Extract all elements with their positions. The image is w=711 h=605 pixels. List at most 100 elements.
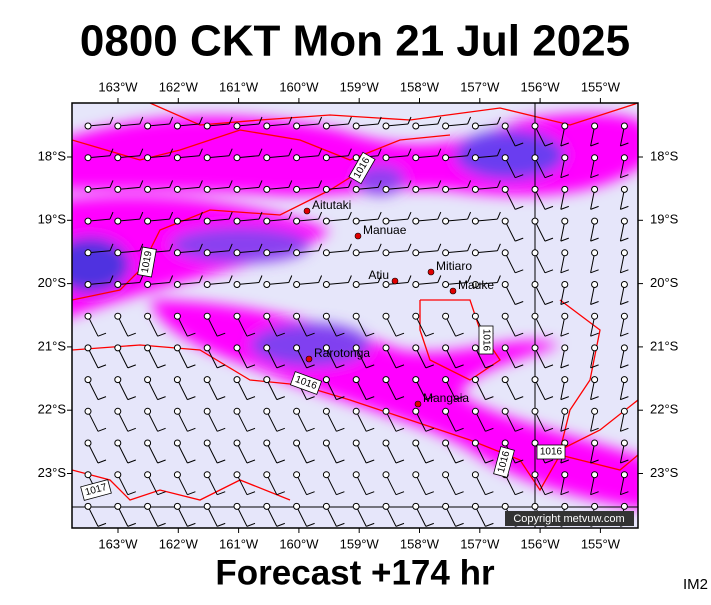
wind-barb bbox=[471, 344, 494, 369]
barb-feather bbox=[228, 243, 233, 251]
barb-feather bbox=[288, 243, 293, 251]
barb-station bbox=[591, 154, 599, 162]
barb-feather bbox=[157, 332, 166, 337]
barb-stem bbox=[87, 282, 111, 285]
barb-stem bbox=[266, 123, 289, 127]
barb-stem bbox=[296, 442, 308, 464]
barb-station bbox=[442, 344, 450, 352]
barb-feather bbox=[590, 269, 599, 274]
wind-barb bbox=[293, 407, 315, 432]
barb-feather bbox=[127, 491, 136, 496]
barb-station bbox=[173, 249, 181, 257]
wind-barb bbox=[322, 116, 352, 130]
wind-barb bbox=[382, 148, 412, 162]
barb-station bbox=[382, 439, 390, 447]
barb-stem bbox=[534, 189, 546, 210]
barb-feather bbox=[377, 148, 382, 156]
barb-feather bbox=[515, 332, 524, 337]
barb-feather bbox=[515, 427, 524, 432]
barb-feather bbox=[139, 116, 144, 125]
barb-station bbox=[471, 439, 479, 447]
lat-label-left: 23°S bbox=[38, 465, 67, 480]
barb-stem bbox=[534, 379, 546, 400]
wind-barb bbox=[619, 376, 629, 401]
barb-station bbox=[382, 376, 390, 384]
isobar-label-text: 1016 bbox=[480, 329, 491, 352]
barb-feather bbox=[347, 243, 352, 251]
lon-label-top: 163°W bbox=[98, 79, 138, 94]
barb-feather bbox=[437, 180, 442, 188]
wind-barb bbox=[412, 439, 434, 464]
wind-barb bbox=[560, 249, 569, 274]
barb-feather bbox=[590, 174, 599, 179]
wind-barb bbox=[442, 211, 472, 225]
wind-barb bbox=[531, 281, 554, 305]
wind-barb bbox=[531, 185, 554, 210]
lat-label-right: 18°S bbox=[650, 148, 679, 163]
barb-station bbox=[293, 344, 301, 352]
barb-station bbox=[263, 376, 271, 384]
wind-barb bbox=[501, 217, 524, 242]
barb-feather bbox=[258, 148, 263, 156]
barb-station bbox=[442, 439, 450, 447]
barb-station bbox=[382, 407, 390, 415]
wind-barb bbox=[144, 180, 174, 193]
barb-station bbox=[203, 502, 211, 510]
barb-feather bbox=[169, 148, 174, 156]
wind-barb bbox=[84, 439, 107, 464]
barb-station bbox=[561, 376, 569, 384]
wind-barb bbox=[84, 148, 114, 162]
barb-stem bbox=[445, 379, 457, 400]
barb-feather bbox=[425, 491, 434, 496]
barb-feather bbox=[515, 491, 524, 496]
barb-feather bbox=[515, 237, 524, 242]
barb-station bbox=[442, 281, 450, 288]
barb-stem bbox=[266, 155, 289, 159]
barb-station bbox=[412, 122, 420, 130]
wind-barb bbox=[293, 275, 323, 288]
barb-feather bbox=[187, 396, 196, 401]
barb-stem bbox=[415, 474, 427, 495]
barb-station bbox=[322, 344, 330, 352]
barb-feather bbox=[544, 427, 554, 432]
barb-feather bbox=[425, 522, 434, 527]
barb-feather bbox=[276, 522, 285, 527]
barb-stem bbox=[385, 474, 397, 495]
barb-station bbox=[263, 249, 271, 257]
barb-station bbox=[114, 154, 122, 162]
barb-stem bbox=[296, 155, 319, 159]
wind-barb bbox=[619, 185, 629, 210]
place-marker bbox=[303, 207, 311, 215]
barb-feather bbox=[127, 427, 136, 432]
barb-feather bbox=[336, 522, 345, 527]
wind-barb bbox=[263, 148, 293, 162]
barb-station bbox=[322, 439, 330, 447]
barb-station bbox=[144, 122, 152, 130]
barb-feather bbox=[246, 332, 256, 337]
barb-stem bbox=[534, 252, 546, 274]
barb-feather bbox=[620, 427, 629, 432]
place-marker bbox=[414, 400, 422, 408]
barb-stem bbox=[87, 186, 111, 190]
barb-feather bbox=[395, 491, 405, 496]
wind-barb bbox=[233, 376, 256, 401]
barb-stem bbox=[176, 379, 188, 400]
barb-stem bbox=[207, 186, 230, 190]
barb-feather bbox=[306, 332, 315, 337]
wind-barb bbox=[322, 376, 345, 401]
barb-stem bbox=[147, 347, 159, 369]
wind-barb bbox=[322, 471, 345, 496]
lat-label-left: 22°S bbox=[38, 402, 67, 417]
wind-barb bbox=[84, 180, 114, 193]
wind-barb bbox=[471, 376, 494, 401]
barb-feather bbox=[544, 301, 554, 305]
wind-barb bbox=[531, 217, 554, 242]
barb-feather bbox=[306, 427, 315, 432]
wind-barb bbox=[293, 344, 315, 369]
barb-feather bbox=[157, 459, 166, 464]
barb-station bbox=[233, 185, 241, 193]
lat-label-left: 18°S bbox=[38, 148, 67, 163]
barb-stem bbox=[534, 347, 546, 369]
wind-barb bbox=[471, 502, 494, 527]
wind-barb bbox=[173, 211, 203, 225]
